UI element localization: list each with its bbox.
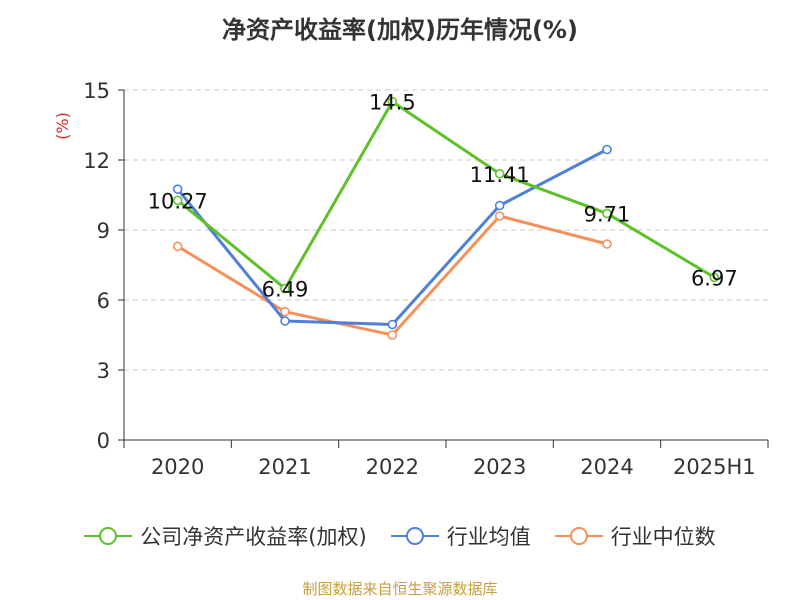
- legend-item[interactable]: 行业中位数: [554, 521, 716, 551]
- x-tick-label: 2025H1: [673, 455, 756, 479]
- y-tick-label: 0: [97, 429, 110, 453]
- y-tick-label: 3: [97, 359, 110, 383]
- x-tick-label: 2023: [473, 455, 526, 479]
- legend-item[interactable]: 公司净资产收益率(加权): [84, 521, 367, 551]
- series-line: [176, 148, 608, 326]
- data-label-layer: 10.27 6.49 14.5 11.41 9.71 6.97: [148, 91, 738, 302]
- legend-item[interactable]: 行业均值: [390, 521, 531, 551]
- series-layer: [172, 96, 720, 340]
- axis-layer: 0 3 6 9 12 15 (%) 2020 2021 2022 2023 2024 2025H1: [53, 79, 769, 479]
- chart-title: 净资产收益率(加权)历年情况(%): [222, 16, 578, 44]
- data-point: [387, 96, 398, 107]
- data-point: [494, 211, 505, 221]
- legend-label: 公司净资产收益率(加权): [140, 525, 367, 549]
- y-tick-label: 15: [83, 79, 110, 103]
- x-tick-label: 2020: [151, 455, 204, 479]
- legend-label: 行业均值: [446, 525, 531, 549]
- legend-line-circle-icon: [554, 527, 603, 545]
- data-label: 6.49: [262, 278, 309, 302]
- data-label: 11.41: [470, 163, 530, 187]
- data-point: [172, 241, 183, 252]
- data-point: [172, 184, 183, 194]
- data-label: 9.71: [584, 202, 631, 226]
- legend-marker: [99, 527, 118, 545]
- series-line: [176, 214, 608, 337]
- y-tick-label: 6: [97, 289, 110, 313]
- data-point: [280, 283, 290, 294]
- y-axis-label: (%): [53, 112, 72, 140]
- legend-marker: [569, 527, 588, 545]
- data-point: [494, 168, 505, 179]
- x-tick-label: 2021: [258, 455, 311, 479]
- legend: 公司净资产收益率(加权) 行业均值 行业中位数: [0, 516, 800, 556]
- data-label: 6.97: [691, 266, 738, 290]
- series-line: [176, 100, 716, 291]
- data-point: [172, 195, 183, 206]
- data-point: [280, 306, 290, 317]
- source-note: 制图数据来自恒生聚源数据库: [302, 580, 498, 598]
- data-point: [602, 208, 612, 219]
- y-tick-label: 12: [83, 149, 110, 173]
- data-point: [709, 272, 720, 283]
- y-tick-label: 9: [97, 219, 110, 243]
- data-label: 14.5: [369, 91, 416, 115]
- legend-label: 行业中位数: [610, 525, 716, 549]
- x-tick-label: 2022: [366, 455, 419, 479]
- grid-layer: [124, 89, 768, 371]
- data-point: [494, 200, 505, 211]
- data-point: [602, 144, 612, 155]
- data-label: 10.27: [148, 189, 208, 213]
- data-point: [387, 330, 398, 340]
- legend-line-circle-icon: [84, 527, 133, 545]
- data-point: [387, 319, 398, 330]
- data-point: [280, 316, 290, 326]
- legend-line-circle-icon: [390, 527, 439, 545]
- legend-marker: [405, 527, 424, 545]
- data-point: [602, 239, 612, 249]
- x-tick-label: 2024: [580, 455, 633, 479]
